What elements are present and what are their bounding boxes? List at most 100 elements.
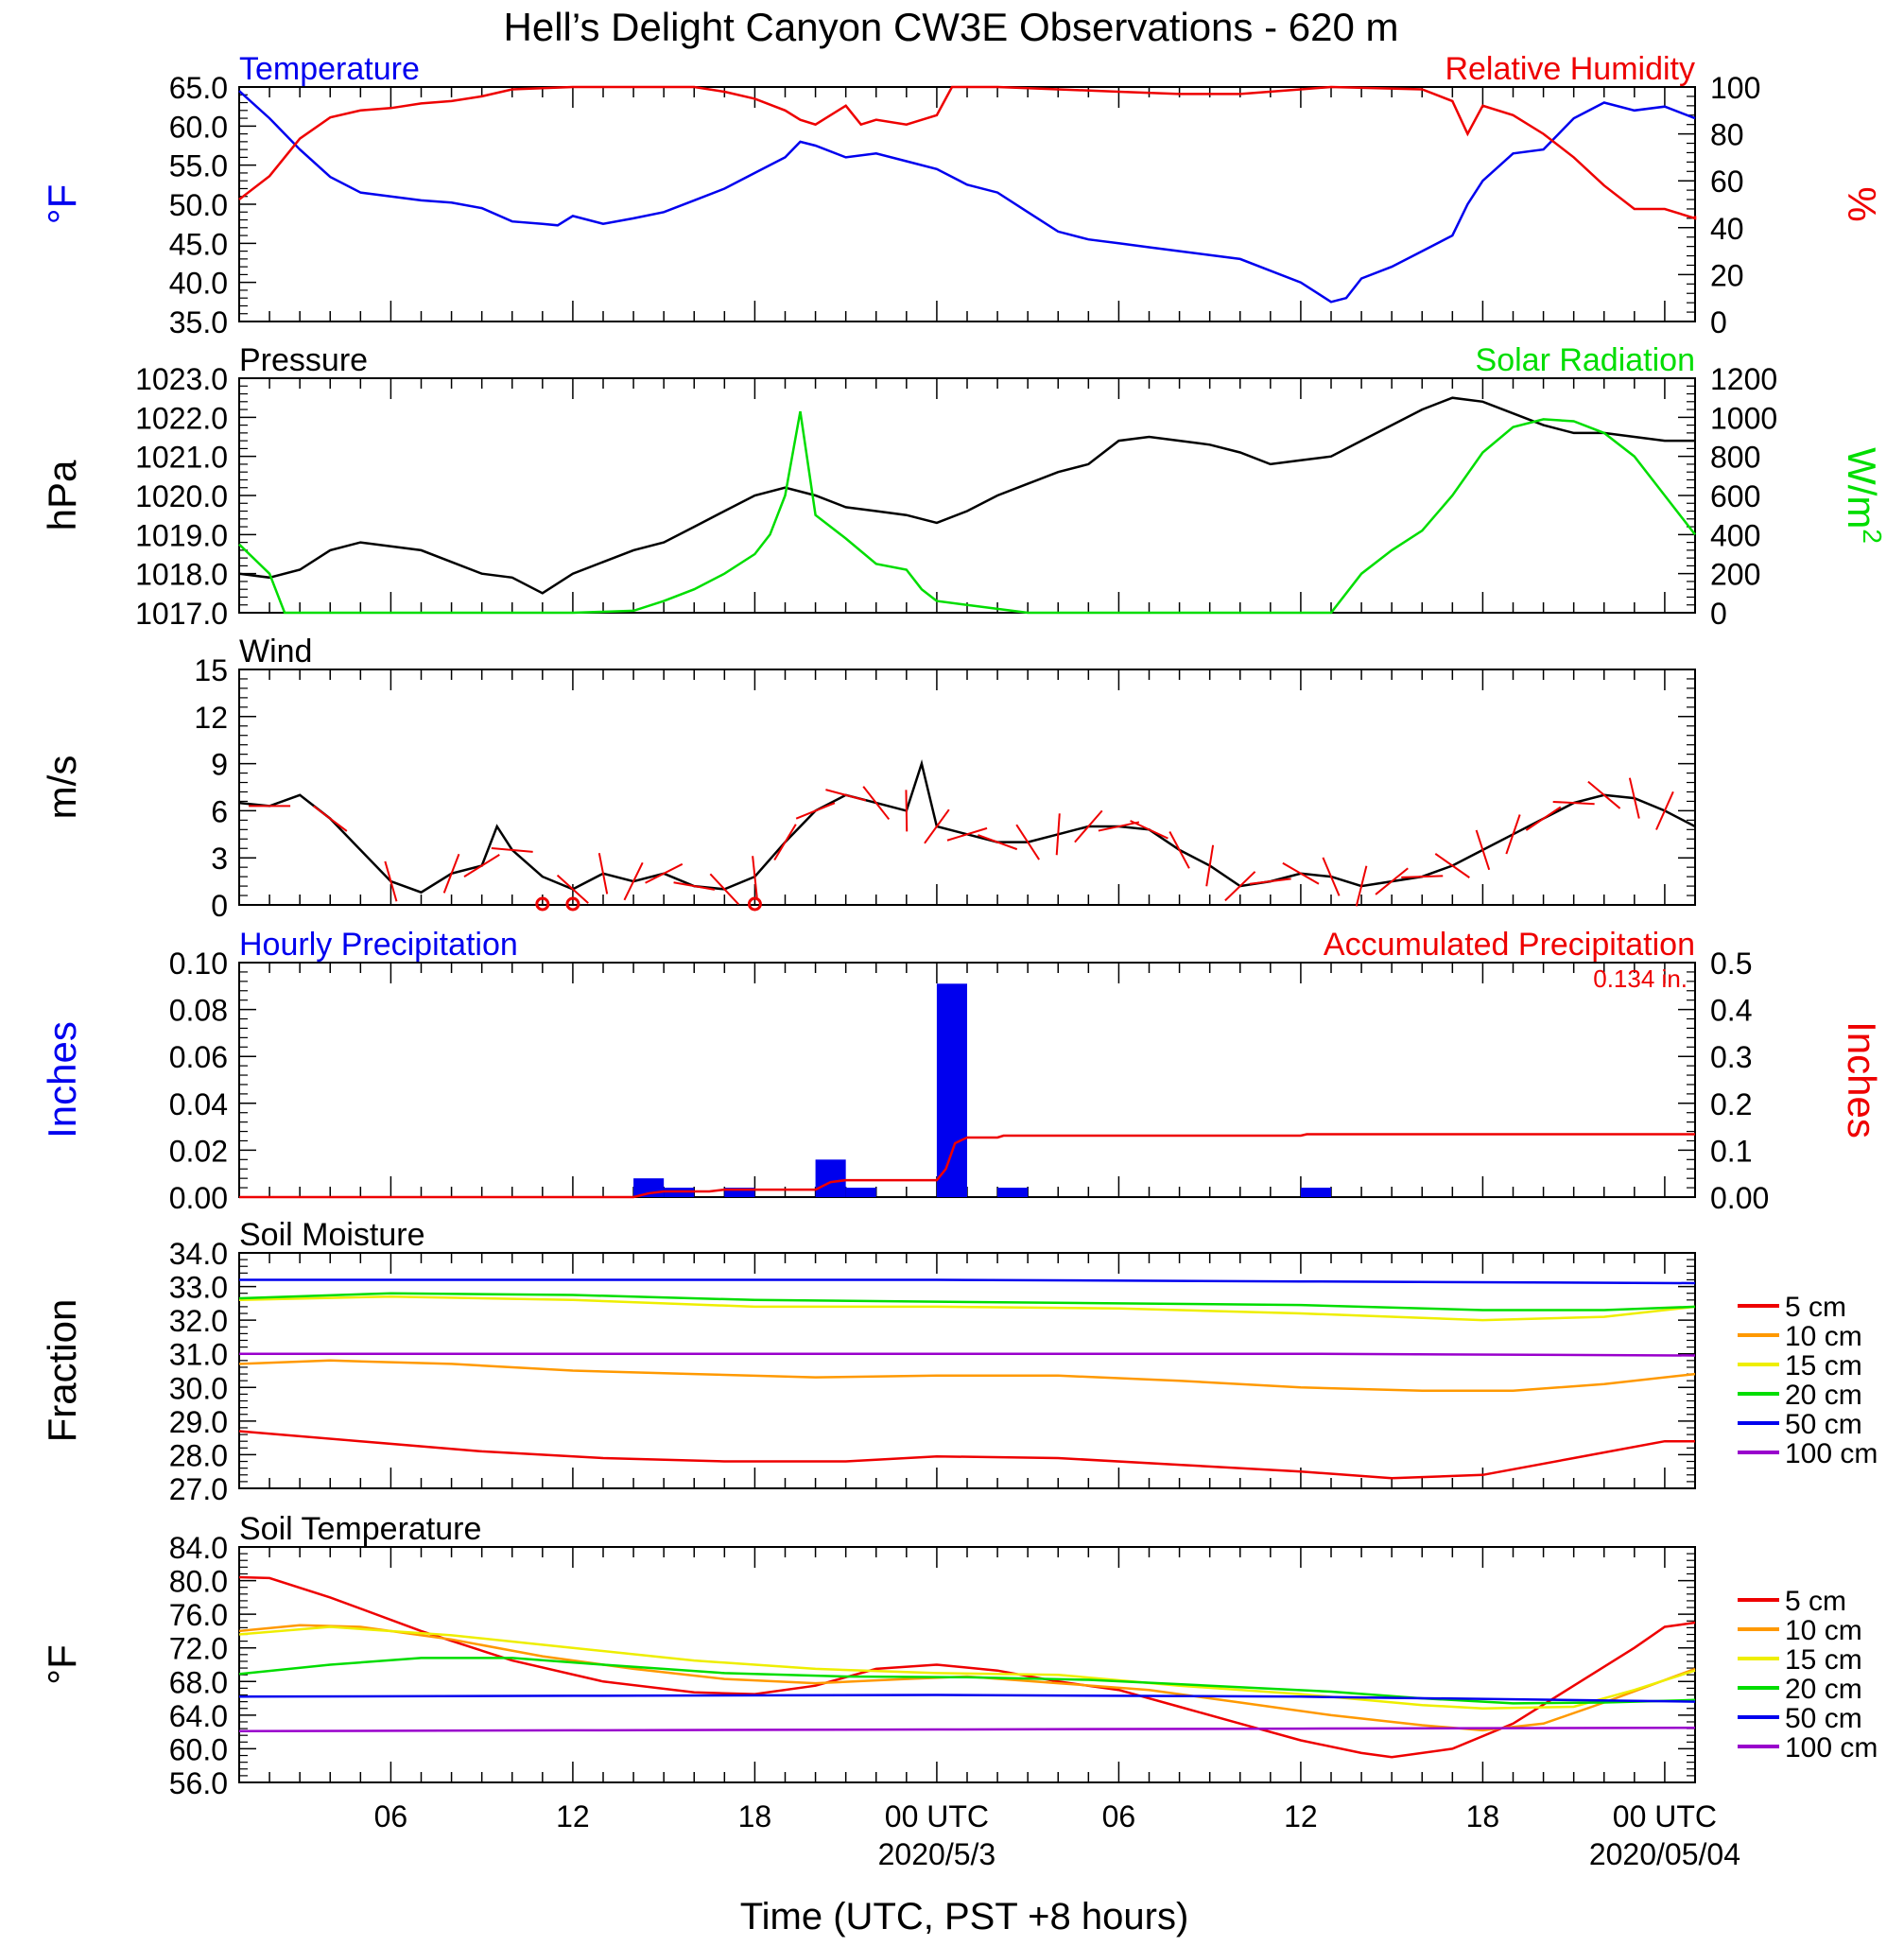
panel-temperature-rh: 35.0 40.0 45.0 50.0 55.0 60.0 65.0 0 20 40 60 80 100… [40,51,1884,339]
series-line-100cm [239,1352,1696,1357]
wind-barb [795,802,836,820]
x-tick-label: 12 [1284,1799,1318,1833]
series-line-0 [238,758,1696,895]
wind-barb [978,834,1018,851]
y-tick-label: 0 [211,889,228,923]
y-axis-title-right-sup: 2 [1858,529,1887,544]
legend-label: 10 cm [1785,1615,1862,1646]
y-tick-label: 40.0 [169,267,228,301]
accumulated-total-label: 0.134 in. [1593,964,1688,993]
wind-barb [946,826,988,842]
x-date-label: 2020/5/3 [878,1837,996,1871]
y-right-tick-label: 0.00 [1710,1181,1769,1215]
y-tick-label: 64.0 [169,1699,228,1733]
y-tick-label: 0.06 [169,1040,228,1074]
legend-label: 50 cm [1785,1409,1862,1440]
wind-barb [491,846,533,853]
y-axis-title: °F [40,184,84,224]
y-tick-label: 1022.0 [135,401,228,435]
wind-barb [1168,831,1190,869]
wind-barb [1587,780,1621,809]
series-line-15cm [238,1294,1696,1322]
y-tick-label: 12 [194,701,228,735]
panel-title-left: Temperature [239,51,420,87]
x-tick-label: 12 [556,1799,590,1833]
y-right-tick-label: 60 [1710,165,1744,199]
panel-title-left: Pressure [239,342,368,378]
y-right-tick-label: 800 [1710,441,1760,475]
y-tick-label: 60.0 [169,1732,228,1766]
y-tick-label: 0.10 [169,947,228,981]
wind-barb [1205,844,1215,887]
wind-barb [1249,877,1291,885]
y-tick-label: 1020.0 [135,479,228,513]
wind-barb [1525,806,1562,831]
panel-title-left: Soil Moisture [239,1217,425,1253]
y-tick-label: 1023.0 [135,362,228,396]
y-tick-label: 55.0 [169,149,228,183]
panel-title-right: Relative Humidity [1445,51,1695,87]
series-line-1 [238,85,1697,220]
y-right-tick-label: 20 [1710,258,1744,292]
y-right-tick-label: 80 [1710,118,1744,152]
wind-barb [1505,814,1521,855]
y-tick-label: 76.0 [169,1598,228,1632]
y-tick-label: 34.0 [169,1237,228,1271]
wind-barb [1552,800,1595,806]
y-axis-title: °F [40,1644,84,1684]
plot-frame [238,669,1696,906]
series-line-20cm [238,1657,1696,1705]
panel-precipitation: 0.00 0.02 0.04 0.06 0.08 0.10 0.00 0.1 0.2 0.3 0.4… [40,927,1884,1215]
y-right-tick-label: 0 [1710,305,1727,339]
x-tick-label: 06 [1102,1799,1136,1833]
wind-barb [645,862,684,884]
y-right-tick-label: 1200 [1710,362,1777,396]
calm-wind-marker [565,896,580,912]
series-line-0 [238,396,1695,595]
wind-barb [1375,867,1409,895]
y-right-tick-label: 40 [1710,212,1744,246]
y-right-tick-label: 0.3 [1710,1040,1752,1074]
panel-soil-moisture: 27.028.029.030.031.032.033.034.0 Soil Moi… [40,1217,1878,1506]
y-right-tick-label: 0.5 [1710,947,1752,981]
precip-bar [815,1159,846,1197]
y-tick-label: 1018.0 [135,558,228,592]
y-right-tick-label: 0.4 [1710,994,1752,1028]
series-line-5cm [238,1575,1696,1759]
wind-barb [673,881,716,891]
y-tick-label: 30.0 [169,1371,228,1405]
legend-label: 5 cm [1785,1586,1846,1617]
legend-label: 5 cm [1785,1292,1846,1323]
y-tick-label: 68.0 [169,1665,228,1699]
accumulated-precip-line [239,1133,1695,1199]
figure-title: Hell’s Delight Canyon CW3E Observations … [504,5,1399,49]
wind-barb [313,805,348,832]
legend-label: 10 cm [1785,1321,1862,1352]
y-tick-label: 3 [211,842,228,876]
wind-barb [1282,861,1320,885]
y-tick-label: 80.0 [169,1565,228,1599]
precip-bar [936,983,967,1197]
y-right-tick-label: 100 [1710,71,1760,105]
wind-barb [623,861,644,901]
wind-barb [1355,865,1368,907]
y-tick-label: 60.0 [169,110,228,144]
wind-barb [1055,813,1061,856]
y-right-tick-label: 600 [1710,479,1760,513]
plot-frame [238,1252,1696,1489]
y-right-tick-label: 200 [1710,558,1760,592]
calm-wind-marker [535,896,550,912]
panel-title-left: Soil Temperature [239,1511,481,1547]
wind-barb [709,873,740,906]
wind-barb [1434,853,1470,878]
y-tick-label: 28.0 [169,1438,228,1472]
y-axis-title: hPa [40,460,84,530]
x-tick-label: 18 [738,1799,772,1833]
y-right-tick-label: 0.2 [1710,1087,1752,1121]
panel-pressure-solar: 1017.0 1018.0 1019.0 1020.0 1021.0 1022.0 1023… [40,342,1887,631]
legend-label: 100 cm [1785,1438,1878,1469]
y-tick-label: 56.0 [169,1766,228,1800]
y-tick-label: 1017.0 [135,597,228,631]
chart-panels: 35.040.045.050.055.060.065.0020406080100… [40,51,1887,1800]
